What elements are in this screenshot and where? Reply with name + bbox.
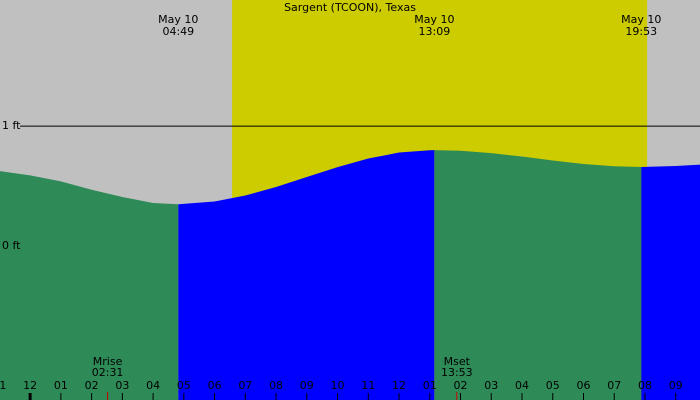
tide-area	[0, 171, 179, 400]
extremum-date: May 10	[621, 13, 661, 26]
x-tick-label: 06	[576, 379, 590, 392]
x-tick-label: 07	[238, 379, 252, 392]
tide-area	[178, 150, 435, 400]
extremum-time: 04:49	[162, 25, 194, 38]
moon-label: Mset	[444, 355, 471, 368]
x-tick-label: 10	[331, 379, 345, 392]
moon-time: 13:53	[441, 366, 473, 379]
extremum-time: 19:53	[625, 25, 657, 38]
moon-time: 02:31	[92, 366, 124, 379]
x-tick-label: 11	[0, 379, 6, 392]
x-tick-label: 11	[361, 379, 375, 392]
extremum-date: May 10	[414, 13, 454, 26]
x-tick-label: 04	[146, 379, 160, 392]
x-tick-label: 09	[669, 379, 683, 392]
x-tick-label: 05	[546, 379, 560, 392]
tide-area	[434, 150, 642, 400]
extremum-date: May 10	[158, 13, 198, 26]
x-tick-label: 01	[54, 379, 68, 392]
chart-title: Sargent (TCOON), Texas	[284, 1, 416, 14]
x-tick-label: 09	[300, 379, 314, 392]
x-tick-label: 08	[269, 379, 283, 392]
x-tick-label: 04	[515, 379, 529, 392]
y-tick-label: 1 ft	[2, 119, 21, 132]
x-tick-label: 05	[177, 379, 191, 392]
x-tick-label: 12	[23, 379, 37, 392]
extremum-time: 13:09	[419, 25, 451, 38]
y-tick-label: 0 ft	[2, 239, 21, 252]
moon-label: Mrise	[93, 355, 123, 368]
x-tick-label: 07	[607, 379, 621, 392]
x-tick-label: 02	[85, 379, 99, 392]
tide-area	[641, 164, 700, 400]
x-tick-label: 08	[638, 379, 652, 392]
x-tick-label: 01	[423, 379, 437, 392]
x-tick-label: 02	[454, 379, 468, 392]
x-tick-label: 12	[392, 379, 406, 392]
x-tick-label: 03	[484, 379, 498, 392]
x-tick-label: 03	[115, 379, 129, 392]
x-tick-label: 06	[208, 379, 222, 392]
